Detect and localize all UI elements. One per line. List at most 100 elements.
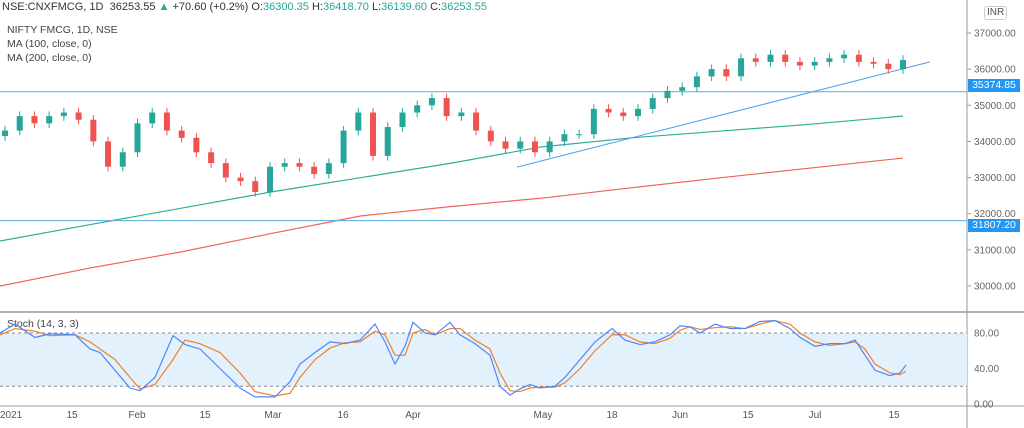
x-tick-label: 18 bbox=[606, 410, 618, 421]
x-tick-label: 15 bbox=[888, 410, 900, 421]
stoch-y-tick-label: 40.00 bbox=[974, 364, 999, 375]
candle-body bbox=[473, 112, 480, 131]
candle-body bbox=[723, 69, 730, 77]
candle-body bbox=[841, 54, 848, 59]
candle-body bbox=[708, 69, 715, 77]
y-tick-label: 36000.00 bbox=[974, 65, 1016, 76]
candle-body bbox=[178, 130, 185, 138]
candle-body bbox=[2, 130, 8, 136]
candle-body bbox=[222, 163, 229, 178]
ma100-line bbox=[0, 115, 904, 242]
candle-body bbox=[252, 181, 259, 193]
candle-body bbox=[384, 126, 391, 156]
x-tick-label: 16 bbox=[337, 410, 349, 421]
candle-body bbox=[590, 108, 597, 135]
x-tick-label: May bbox=[534, 410, 553, 421]
candle-body bbox=[679, 87, 686, 91]
candle-body bbox=[60, 112, 67, 117]
candle-body bbox=[75, 112, 82, 120]
low-value: 36139.60 bbox=[381, 1, 428, 13]
candle-body bbox=[134, 123, 141, 153]
candle-body bbox=[105, 141, 112, 167]
candle-body bbox=[46, 116, 53, 124]
candle-body bbox=[767, 54, 774, 62]
candle-body bbox=[635, 108, 642, 117]
candle-body bbox=[31, 116, 38, 124]
x-tick-label: 2021 bbox=[0, 410, 23, 421]
chart-title: NIFTY FMCG, 1D, NSE bbox=[7, 24, 118, 36]
candle-body bbox=[414, 105, 421, 113]
candle-body bbox=[782, 54, 789, 62]
candle-body bbox=[796, 61, 803, 66]
legend-ma100[interactable]: MA (100, close, 0) bbox=[7, 38, 92, 50]
candle-body bbox=[90, 119, 97, 142]
candle-body bbox=[605, 108, 612, 113]
candle-body bbox=[870, 61, 877, 64]
y-tick-label: 35000.00 bbox=[974, 101, 1016, 112]
high-label: H: bbox=[311, 1, 323, 13]
trend-line bbox=[516, 61, 931, 168]
stoch-k-line bbox=[0, 319, 907, 398]
x-tick-label: Feb bbox=[128, 410, 146, 421]
candle-body bbox=[561, 134, 568, 142]
candle-body bbox=[208, 152, 215, 164]
candle-body bbox=[900, 59, 906, 70]
y-tick-label: 33000.00 bbox=[974, 173, 1016, 184]
candle-body bbox=[16, 116, 23, 131]
candle-body bbox=[163, 112, 170, 131]
stoch-y-tick-label: 0.00 bbox=[974, 400, 994, 411]
candle-body bbox=[443, 98, 450, 117]
candle-body bbox=[399, 112, 406, 127]
y-tick-label: 31000.00 bbox=[974, 245, 1016, 256]
close-value: 36253.55 bbox=[441, 1, 487, 13]
candle-body bbox=[502, 141, 509, 149]
x-tick-label: Mar bbox=[264, 410, 282, 421]
x-tick-label: 15 bbox=[66, 410, 78, 421]
candle-body bbox=[487, 130, 494, 142]
candle-body bbox=[355, 112, 362, 131]
low-label: L: bbox=[371, 1, 382, 13]
candle-body bbox=[738, 58, 745, 77]
candle-body bbox=[531, 141, 538, 153]
candle-body bbox=[826, 58, 833, 62]
stoch-y-tick-label: 80.00 bbox=[974, 329, 999, 340]
x-tick-label: 15 bbox=[199, 410, 211, 421]
stoch-band bbox=[0, 333, 967, 387]
high-value: 36418.70 bbox=[322, 1, 369, 13]
candle-body bbox=[266, 166, 273, 193]
hline-tag-upper: 35374.85 bbox=[968, 79, 1020, 92]
candle-body bbox=[649, 98, 656, 109]
candle-body bbox=[752, 58, 759, 62]
hline-tag-lower: 31807.20 bbox=[968, 219, 1020, 232]
candle-body bbox=[237, 177, 244, 182]
open-value: 36300.35 bbox=[263, 1, 309, 13]
y-tick-label: 34000.00 bbox=[974, 137, 1016, 148]
legend-stoch[interactable]: Stoch (14, 3, 3) bbox=[7, 318, 79, 330]
candle-body bbox=[517, 141, 524, 149]
candle-body bbox=[458, 112, 465, 117]
change: +70.60 (+0.2%) bbox=[172, 1, 249, 13]
y-tick-label: 32000.00 bbox=[974, 209, 1016, 220]
candle-body bbox=[149, 112, 156, 124]
candle-body bbox=[855, 54, 862, 62]
ma200-line bbox=[0, 157, 904, 287]
candle-body bbox=[340, 130, 347, 164]
candle-body bbox=[311, 166, 318, 174]
last-price: 36253.55 bbox=[109, 1, 156, 13]
candle-body bbox=[546, 141, 553, 153]
candle-body bbox=[193, 137, 200, 153]
x-tick-label: Jul bbox=[809, 410, 822, 421]
open-label: O: bbox=[251, 1, 264, 13]
currency-badge: INR bbox=[984, 6, 1008, 20]
y-tick-label: 37000.00 bbox=[974, 29, 1016, 40]
symbol-header: NSE:CNXFMCG, 1D 36253.55 ▲ +70.60 (+0.2%… bbox=[2, 1, 487, 13]
candle-body bbox=[325, 163, 332, 174]
up-arrow-icon: ▲ bbox=[158, 1, 170, 13]
candle-body bbox=[576, 134, 583, 136]
candle-body bbox=[296, 163, 303, 167]
candle-body bbox=[370, 112, 377, 156]
legend-ma200[interactable]: MA (200, close, 0) bbox=[7, 52, 92, 64]
candle-body bbox=[664, 90, 671, 99]
candle-body bbox=[428, 98, 435, 106]
